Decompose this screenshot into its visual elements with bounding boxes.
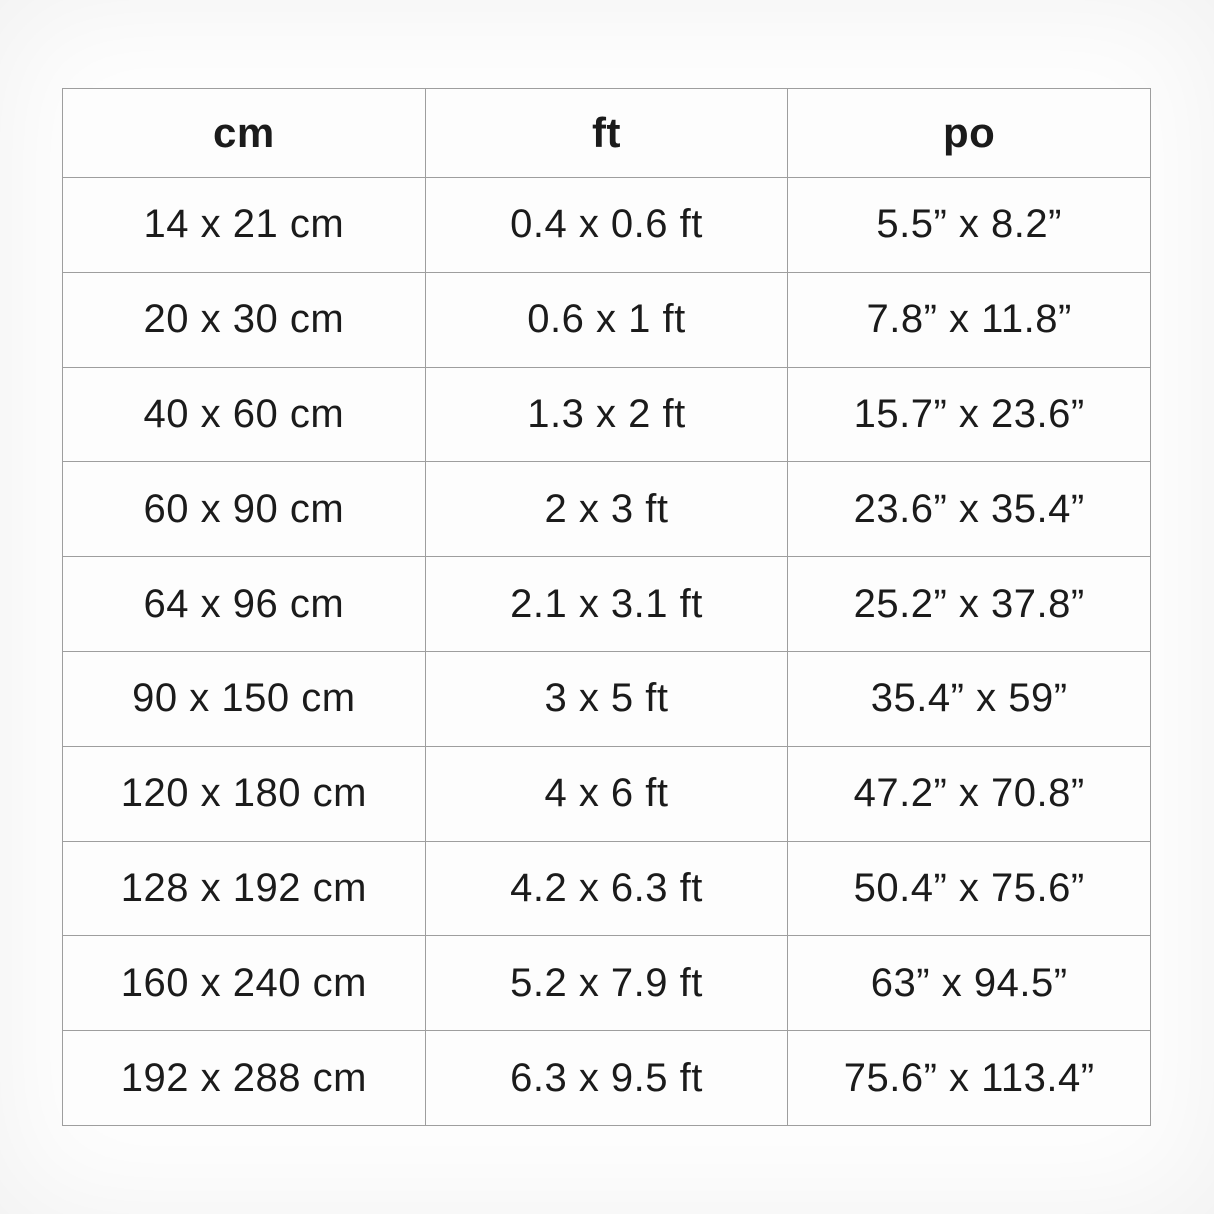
- header-row: cm ft po: [62, 88, 1151, 178]
- cell-cm: 40 x 60 cm: [62, 366, 426, 463]
- cell-ft: 6.3 x 9.5 ft: [424, 1030, 789, 1126]
- table-row: 128 x 192 cm 4.2 x 6.3 ft 50.4” x 75.6”: [62, 840, 1151, 937]
- table-row: 192 x 288 cm 6.3 x 9.5 ft 75.6” x 113.4”: [62, 1030, 1151, 1126]
- cell-cm: 128 x 192 cm: [62, 840, 426, 937]
- table-row: 64 x 96 cm 2.1 x 3.1 ft 25.2” x 37.8”: [62, 556, 1151, 652]
- table-row: 20 x 30 cm 0.6 x 1 ft 7.8” x 11.8”: [62, 271, 1151, 368]
- cell-cm: 192 x 288 cm: [62, 1030, 426, 1126]
- cell-ft: 0.4 x 0.6 ft: [424, 177, 789, 273]
- table-row: 160 x 240 cm 5.2 x 7.9 ft 63” x 94.5”: [62, 935, 1151, 1032]
- cell-po: 23.6” x 35.4”: [787, 461, 1151, 558]
- table-body: 14 x 21 cm 0.4 x 0.6 ft 5.5” x 8.2” 20 x 30…: [62, 177, 1151, 1126]
- table-row: 120 x 180 cm 4 x 6 ft 47.2” x 70.8”: [62, 745, 1151, 842]
- cell-po: 25.2” x 37.8”: [787, 556, 1151, 652]
- cell-po: 5.5” x 8.2”: [787, 177, 1151, 273]
- cell-cm: 160 x 240 cm: [62, 935, 426, 1032]
- table-header: cm ft po: [62, 88, 1151, 178]
- cell-cm: 20 x 30 cm: [62, 271, 426, 368]
- cell-po: 75.6” x 113.4”: [787, 1030, 1151, 1126]
- cell-po: 63” x 94.5”: [787, 935, 1151, 1032]
- cell-po: 7.8” x 11.8”: [787, 271, 1151, 368]
- cell-po: 35.4” x 59”: [787, 650, 1151, 747]
- cell-cm: 14 x 21 cm: [62, 177, 426, 273]
- column-header-ft: ft: [424, 88, 789, 178]
- cell-po: 50.4” x 75.6”: [787, 840, 1151, 937]
- cell-ft: 4.2 x 6.3 ft: [424, 840, 789, 937]
- table-row: 60 x 90 cm 2 x 3 ft 23.6” x 35.4”: [62, 461, 1151, 558]
- cell-ft: 2.1 x 3.1 ft: [424, 556, 789, 652]
- cell-po: 47.2” x 70.8”: [787, 745, 1151, 842]
- size-conversion-table-container: cm ft po 14 x 21 cm 0.4 x 0.6 ft 5.5” x 8.…: [62, 88, 1151, 1126]
- table-row: 40 x 60 cm 1.3 x 2 ft 15.7” x 23.6”: [62, 366, 1151, 463]
- size-conversion-table: cm ft po 14 x 21 cm 0.4 x 0.6 ft 5.5” x 8.…: [62, 88, 1151, 1126]
- cell-ft: 2 x 3 ft: [424, 461, 789, 558]
- table-row: 14 x 21 cm 0.4 x 0.6 ft 5.5” x 8.2”: [62, 177, 1151, 273]
- cell-ft: 5.2 x 7.9 ft: [424, 935, 789, 1032]
- cell-po: 15.7” x 23.6”: [787, 366, 1151, 463]
- table-row: 90 x 150 cm 3 x 5 ft 35.4” x 59”: [62, 650, 1151, 747]
- cell-cm: 60 x 90 cm: [62, 461, 426, 558]
- cell-cm: 90 x 150 cm: [62, 650, 426, 747]
- cell-ft: 1.3 x 2 ft: [424, 366, 789, 463]
- cell-ft: 0.6 x 1 ft: [424, 271, 789, 368]
- cell-cm: 120 x 180 cm: [62, 745, 426, 842]
- column-header-cm: cm: [62, 88, 426, 178]
- cell-ft: 3 x 5 ft: [424, 650, 789, 747]
- column-header-po: po: [787, 88, 1151, 178]
- cell-ft: 4 x 6 ft: [424, 745, 789, 842]
- cell-cm: 64 x 96 cm: [62, 556, 426, 652]
